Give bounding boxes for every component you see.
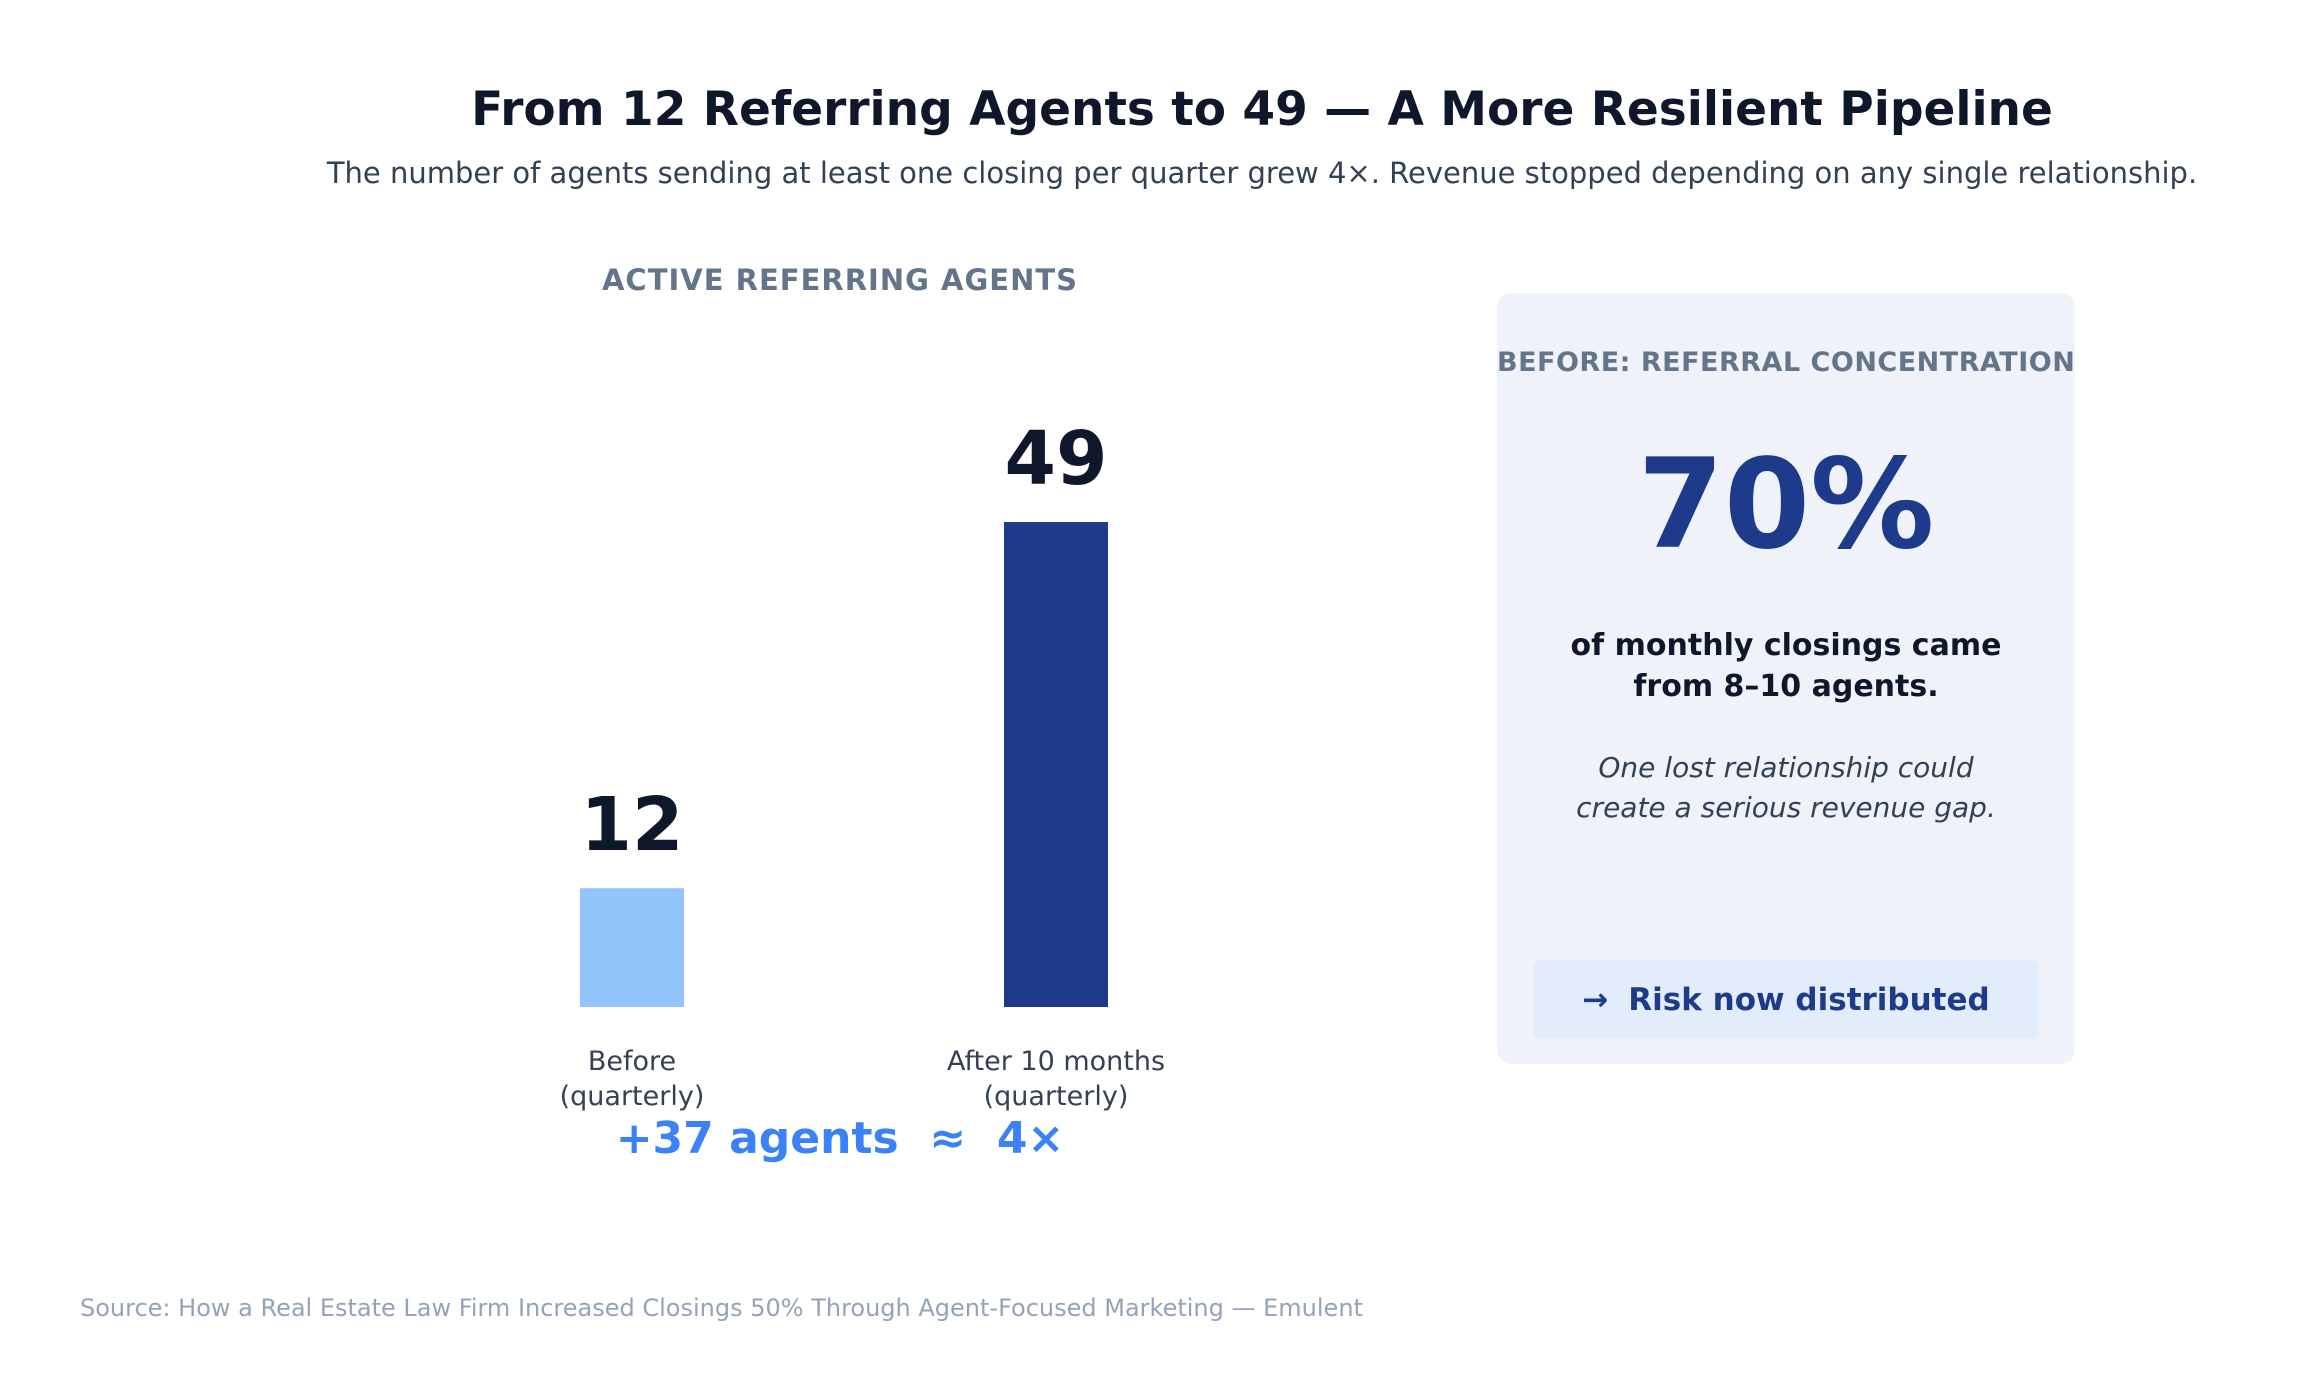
concentration-card: BEFORE: REFERRAL CONCENTRATION 70% of mo…: [1497, 293, 2075, 1064]
stat-description: of monthly closings came from 8–10 agent…: [1570, 628, 2002, 704]
bar-chart-heading: ACTIVE REFERRING AGENTS: [601, 263, 1079, 297]
bar-0: [580, 888, 684, 1007]
chart-subtitle: The number of agents sending at least on…: [326, 156, 2198, 190]
category-tick-label: Before: [588, 1046, 676, 1077]
bar-value-label: 49: [1005, 416, 1108, 502]
risk-callout: → Risk now distributed: [1533, 960, 2039, 1039]
category-tick-label: After 10 months: [947, 1046, 1165, 1077]
bar-1: [1004, 522, 1108, 1007]
arrow-right-icon: →: [1582, 981, 1609, 1018]
card-label: BEFORE: REFERRAL CONCENTRATION: [1497, 347, 2076, 378]
source-note: Source: How a Real Estate Law Firm Incre…: [80, 1294, 1363, 1322]
risk-callout-label: Risk now distributed: [1628, 981, 1990, 1018]
category-tick-label: (quarterly): [560, 1081, 705, 1112]
growth-summary: +37 agents ≈ 4×: [615, 1113, 1065, 1164]
bar-value-label: 12: [581, 782, 684, 868]
concentration-stat: 70%: [1637, 433, 1935, 577]
category-tick-label: (quarterly): [984, 1081, 1129, 1112]
stat-note: One lost relationship could create a ser…: [1576, 751, 1996, 824]
chart-title: From 12 Referring Agents to 49 — A More …: [471, 82, 2053, 137]
